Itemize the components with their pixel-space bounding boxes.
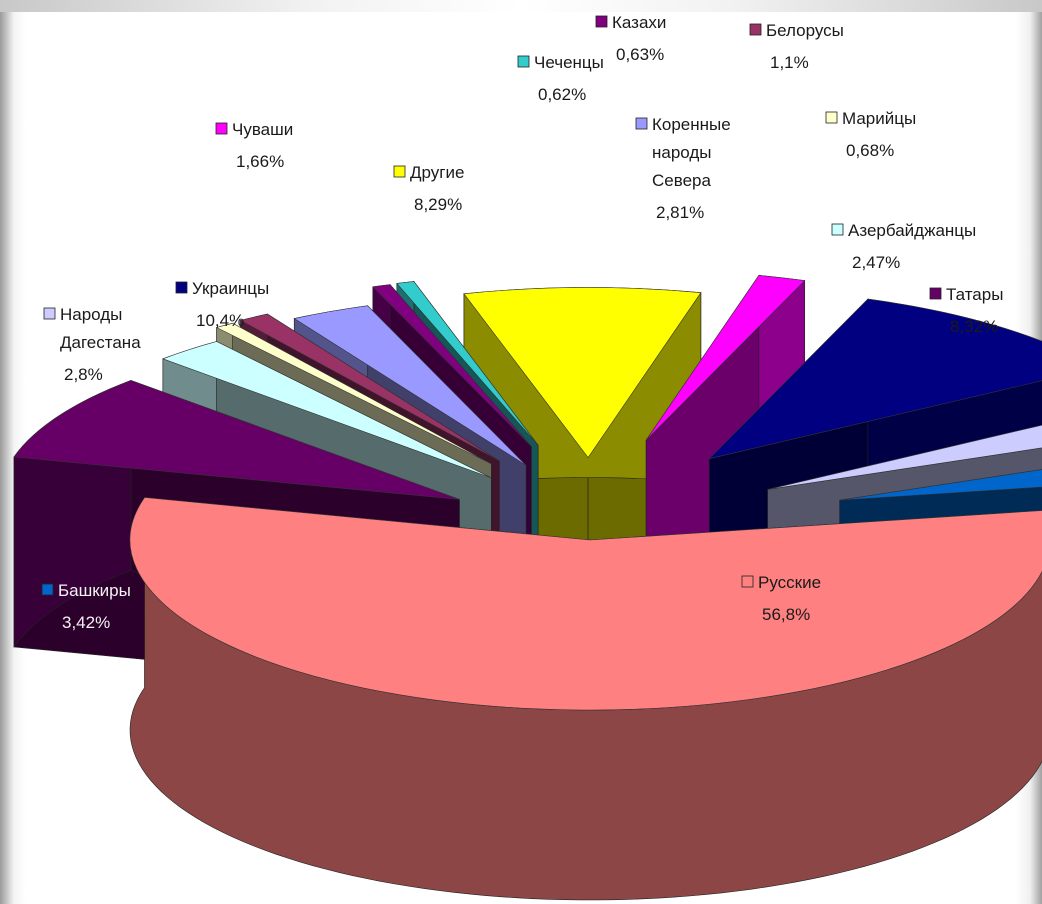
slice-top-12 (839, 469, 1042, 501)
legend-swatch-11 (43, 307, 56, 320)
label-8: Другие 8,29% (393, 163, 464, 214)
slice-label-5-1: народы (652, 143, 712, 162)
slice-top-1 (13, 380, 460, 500)
slice-label-2-0: Азербайджанцы (848, 221, 976, 240)
slice-value-12: 3,42% (62, 613, 110, 632)
slice-value-10: 10,4% (196, 311, 244, 330)
pie-slice-0 (129, 496, 1042, 901)
legend-swatch-5 (635, 117, 648, 130)
slice-label-5-0: Коренные (652, 115, 731, 134)
slice-value-2: 2,47% (852, 253, 900, 272)
slice-top-8 (463, 287, 702, 459)
legend-swatch-2 (831, 223, 844, 236)
slice-value-11: 2,8% (64, 365, 103, 384)
slice-top-0 (129, 497, 1042, 711)
slice-top-9 (645, 275, 806, 441)
legend-swatch-6 (595, 15, 608, 28)
slice-label-8-0: Другие (410, 163, 464, 182)
slice-value-7: 0,62% (538, 85, 586, 104)
slice-top-2 (162, 341, 492, 479)
legend-swatch-10 (175, 281, 188, 294)
slice-label-11-1: Дагестана (60, 333, 141, 352)
slice-top-5 (293, 305, 527, 466)
slice-label-4-0: Белорусы (766, 21, 844, 40)
slice-value-1: 8,32% (950, 317, 998, 336)
legend-swatch-8 (393, 165, 406, 178)
slice-labels: Русские 56,8% Татары 8,32% Азербайджанцы 2,47… (41, 13, 1003, 632)
legend-swatch-12 (41, 583, 54, 596)
legend-swatch-1 (929, 287, 942, 300)
slice-top-10 (708, 298, 1042, 460)
slice-top-7 (396, 281, 539, 446)
slice-label-9-0: Чуваши (232, 120, 293, 139)
label-1: Татары 8,32% (929, 285, 1003, 336)
legend-swatch-7 (517, 55, 530, 68)
slice-top-11 (767, 424, 1042, 490)
slice-label-12-0: Башкиры (58, 581, 131, 600)
top-gradient-bar (0, 0, 1042, 12)
slice-value-0: 56,8% (762, 605, 810, 624)
slice-label-0-0: Русские (758, 573, 821, 592)
label-10: Украинцы 10,4% (175, 279, 269, 330)
slice-top-3 (215, 322, 492, 465)
slice-label-6-0: Казахи (612, 13, 666, 32)
slice-label-5-2: Севера (652, 171, 711, 190)
label-7: Чеченцы 0,62% (517, 53, 604, 104)
slice-top-4 (239, 313, 500, 462)
slice-value-9: 1,66% (236, 152, 284, 171)
label-5: Коренные народы Севера 2,81% (635, 115, 731, 222)
legend-swatch-3 (825, 111, 838, 124)
slice-value-3: 0,68% (846, 141, 894, 160)
label-2: Азербайджанцы 2,47% (831, 221, 976, 272)
label-11: Народы Дагестана 2,8% (43, 305, 141, 384)
slice-top-6 (372, 284, 532, 447)
slice-label-7-0: Чеченцы (534, 53, 604, 72)
legend-swatch-9 (215, 122, 228, 135)
slice-value-4: 1,1% (770, 53, 809, 72)
slice-label-11-0: Народы (60, 305, 122, 324)
slice-value-6: 0,63% (616, 45, 664, 64)
slice-value-8: 8,29% (414, 195, 462, 214)
label-0: Русские 56,8% (741, 573, 821, 624)
label-12: Башкиры 3,42% (41, 581, 131, 632)
slice-label-10-0: Украинцы (192, 279, 269, 298)
label-6: Казахи 0,63% (595, 13, 666, 64)
label-3: Марийцы 0,68% (825, 109, 916, 160)
label-4: Белорусы 1,1% (749, 21, 844, 72)
slice-label-3-0: Марийцы (842, 109, 916, 128)
slice-value-5: 2,81% (656, 203, 704, 222)
label-9: Чуваши 1,66% (215, 120, 293, 171)
legend-swatch-4 (749, 23, 762, 36)
pie-slices (13, 274, 1042, 901)
slice-label-1-0: Татары (946, 285, 1003, 304)
legend-swatch-0 (741, 575, 754, 588)
